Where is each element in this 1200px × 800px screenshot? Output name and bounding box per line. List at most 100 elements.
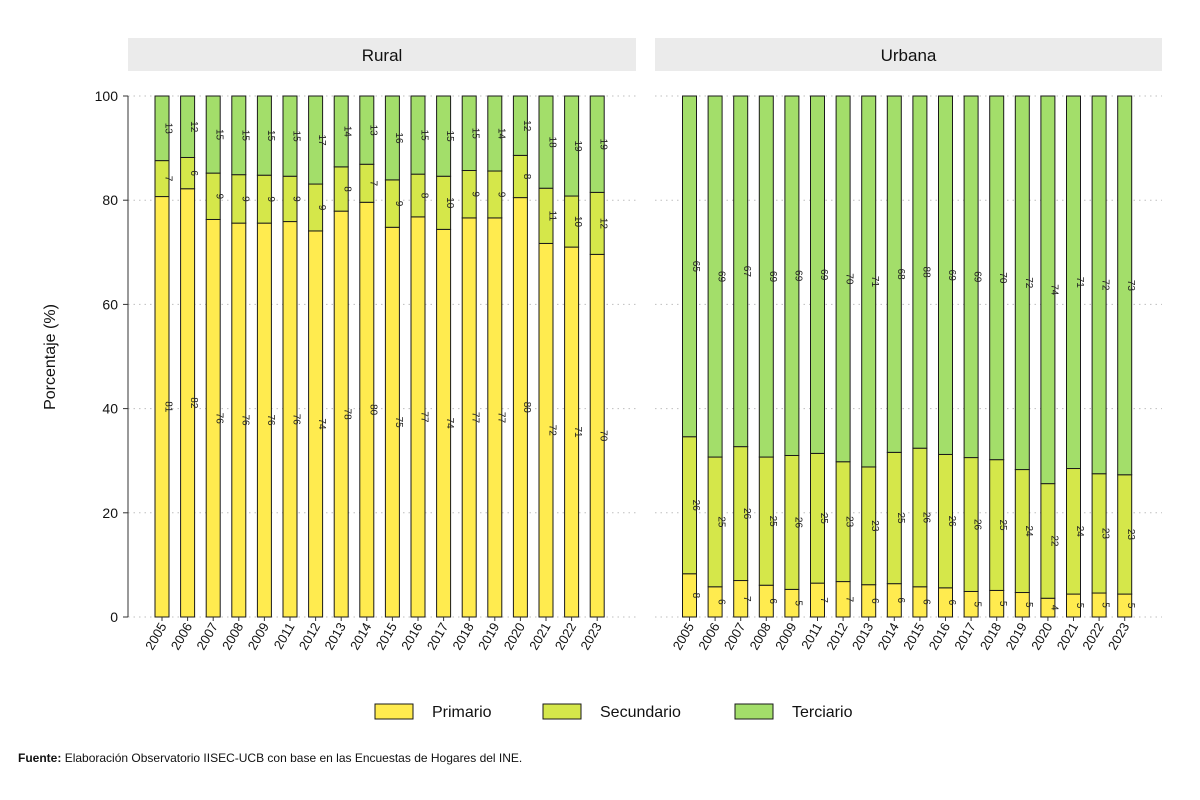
bar-rural-2022-terciario <box>564 95 580 197</box>
data-label: 72 <box>1023 277 1034 289</box>
data-label: 13 <box>367 125 378 137</box>
data-label: 19 <box>572 140 583 152</box>
panel-title-rural: Rural <box>362 46 403 65</box>
bar-urbana-2009-terciario <box>784 95 800 456</box>
data-label: 5 <box>972 601 983 607</box>
data-label: 6 <box>716 599 727 605</box>
bar-rural-2017-terciario <box>436 95 452 177</box>
data-label: 15 <box>419 130 430 142</box>
data-label: 5 <box>1023 602 1034 608</box>
data-label: 80 <box>367 404 378 416</box>
data-label: 15 <box>239 130 250 142</box>
source-note: Fuente: Elaboración Observatorio IISEC-U… <box>18 751 522 765</box>
bar-urbana-2019-terciario <box>1014 95 1030 471</box>
x-tick-label: 2012 <box>296 620 323 653</box>
bar-rural-2011-terciario <box>282 95 298 177</box>
bar-rural-2023-terciario <box>589 95 605 193</box>
data-label: 69 <box>716 271 727 283</box>
bar-urbana-2021-terciario <box>1066 95 1081 470</box>
panel-strips: Rural Urbana <box>128 38 1162 71</box>
data-label: 8 <box>690 593 701 599</box>
data-label: 15 <box>214 129 225 141</box>
data-label: 16 <box>393 132 404 144</box>
data-label: 26 <box>690 500 701 512</box>
data-label: 15 <box>265 130 276 142</box>
x-tick-label: 2007 <box>193 620 220 653</box>
data-label: 14 <box>342 126 353 138</box>
x-tick-label: 2020 <box>501 620 528 653</box>
bar-urbana-2017-terciario <box>963 95 979 459</box>
data-label: 73 <box>1125 280 1136 292</box>
data-label: 15 <box>470 128 481 140</box>
data-label: 65 <box>690 261 701 273</box>
bar-rural-2015-terciario <box>384 95 400 181</box>
data-label: 15 <box>291 131 302 143</box>
data-label: 6 <box>188 170 199 176</box>
x-tick-label: 2006 <box>695 620 722 653</box>
data-label: 70 <box>997 272 1008 284</box>
x-tick-label: 2011 <box>798 620 825 652</box>
x-tick-label: 2020 <box>1028 620 1055 653</box>
data-label: 8 <box>342 186 353 192</box>
bar-urbana-2007-terciario <box>733 95 749 448</box>
x-tick-label: 2008 <box>746 620 773 653</box>
x-tick-label: 2005 <box>142 620 169 653</box>
data-label: 69 <box>946 270 957 282</box>
data-label: 70 <box>598 430 609 442</box>
bar-urbana-2006-terciario <box>707 95 723 458</box>
x-tick-label: 2013 <box>849 620 876 653</box>
data-label: 7 <box>741 596 752 602</box>
bar-rural-2014-terciario <box>359 95 375 165</box>
data-label: 5 <box>792 600 803 606</box>
x-tick-label: 2014 <box>347 620 374 653</box>
x-tick-label: 2006 <box>168 620 195 653</box>
x-tick-label: 2008 <box>219 620 246 653</box>
gridlines <box>128 95 1162 618</box>
data-label: 88 <box>920 267 931 279</box>
bars: 8171382612769157691576915769157491778814… <box>154 95 1136 618</box>
data-label: 25 <box>818 513 829 525</box>
data-label: 17 <box>316 134 327 146</box>
data-label: 77 <box>419 411 430 423</box>
legend: Primario Secundario Terciario <box>374 703 853 721</box>
data-label: 6 <box>895 598 906 604</box>
x-tick-label: 2018 <box>449 620 476 653</box>
data-label: 72 <box>1100 279 1111 291</box>
data-label: 69 <box>792 270 803 282</box>
data-label: 12 <box>598 218 609 230</box>
data-label: 19 <box>598 139 609 151</box>
data-label: 25 <box>767 516 778 528</box>
data-label: 74 <box>1048 284 1059 296</box>
source-text: Elaboración Observatorio IISEC-UCB con b… <box>64 751 523 765</box>
data-label: 23 <box>1100 528 1111 540</box>
data-label: 10 <box>572 216 583 228</box>
data-label: 9 <box>214 194 225 200</box>
bar-rural-2007-terciario <box>205 95 221 174</box>
data-label: 70 <box>844 273 855 285</box>
x-tick-label: 2023 <box>1105 620 1132 653</box>
bar-rural-2012-terciario <box>308 95 324 185</box>
data-label: 22 <box>1048 535 1059 547</box>
x-tick-label: 2005 <box>670 620 697 653</box>
bar-rural-2013-terciario <box>333 95 349 168</box>
x-tick-label: 2012 <box>823 620 850 653</box>
bar-rural-2020-terciario <box>512 95 528 156</box>
y-tick-label: 0 <box>110 609 118 625</box>
bar-rural-2021-terciario <box>538 95 554 189</box>
bar-rural-2018-terciario <box>461 95 477 172</box>
y-tick-label: 40 <box>102 401 118 417</box>
x-tick-label: 2015 <box>900 620 927 653</box>
bar-urbana-2018-terciario <box>989 95 1005 461</box>
legend-swatch-secundario <box>542 703 582 720</box>
data-label: 7 <box>163 176 174 182</box>
x-tick-label: 2021 <box>526 620 553 653</box>
x-tick-label: 2019 <box>1002 620 1029 653</box>
data-label: 11 <box>547 211 558 222</box>
data-label: 25 <box>895 512 906 524</box>
data-label: 12 <box>521 120 532 132</box>
data-label: 69 <box>767 271 778 283</box>
bar-rural-2009-terciario <box>256 95 272 176</box>
x-tick-label: 2009 <box>772 620 799 653</box>
data-label: 76 <box>265 414 276 426</box>
x-tick-label: 2015 <box>373 620 400 653</box>
